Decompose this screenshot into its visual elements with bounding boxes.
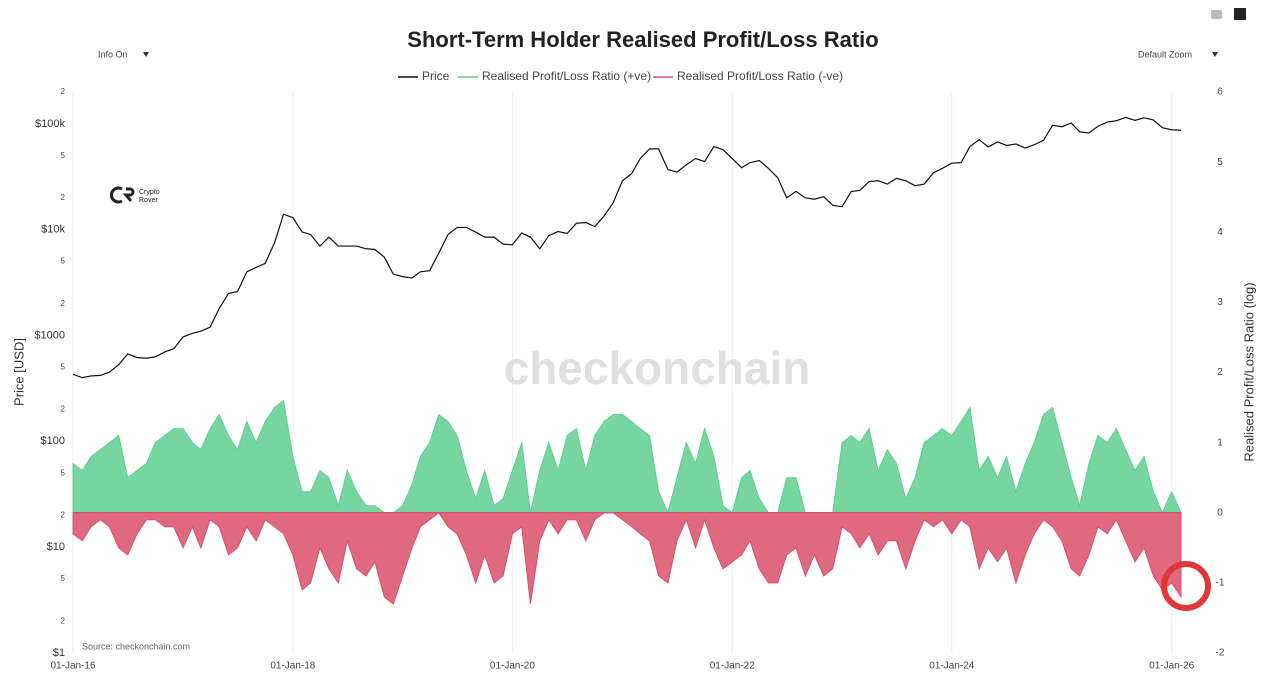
logo-text: Crypto (139, 189, 160, 196)
info-toggle[interactable] (90, 45, 156, 65)
logo-mark (109, 186, 135, 204)
y-tick-label: 2 (61, 193, 66, 202)
y-tick-label: 5 (61, 151, 66, 160)
y-tick-label: 5 (61, 257, 66, 266)
legend-label: Price (422, 69, 450, 83)
y2-tick-label: 0 (1217, 507, 1223, 518)
y-tick-label: $100 (41, 435, 65, 447)
y2-tick-label: 3 (1217, 297, 1223, 308)
dropdown-arrow (143, 52, 149, 57)
y-tick-label: $10 (47, 541, 65, 553)
legend-label: Realised Profit/Loss Ratio (+ve) (482, 69, 651, 83)
x-tick-label: 01-Jan-18 (270, 661, 315, 672)
y-tick-label: $1 (53, 647, 65, 659)
ratio-area (72, 399, 1182, 515)
y-tick-label: 2 (61, 87, 66, 96)
y2-tick-label: 2 (1217, 367, 1223, 378)
zoom-select-label[interactable]: Default Zoom (1138, 49, 1192, 59)
y-tick-label: $100k (35, 118, 65, 130)
y-tick-label: $10k (41, 224, 65, 236)
y-tick-label: 5 (61, 468, 66, 477)
dropdown-arrow (1212, 52, 1218, 57)
ratio-area (72, 512, 1182, 605)
info-toggle-label[interactable]: Info On (98, 49, 128, 59)
camera-icon[interactable] (1211, 10, 1222, 19)
chart-title: Short-Term Holder Realised Profit/Loss R… (407, 27, 878, 52)
y-tick-label: 5 (61, 574, 66, 583)
y-tick-label: 2 (61, 510, 66, 519)
x-tick-label: 01-Jan-26 (1149, 661, 1194, 672)
price-line (72, 116, 1182, 379)
y2-tick-label: 5 (1217, 157, 1223, 168)
source-note: Source: checkonchain.com (82, 641, 190, 651)
y2-tick-label: -2 (1216, 648, 1225, 659)
y2-axis-label: Realised Profit/Loss Ratio (log) (1241, 282, 1256, 461)
y2-tick-label: 1 (1217, 437, 1223, 448)
y-axis-label: Price [USD] (11, 338, 26, 406)
watermark: checkonchain (504, 342, 811, 394)
x-tick-label: 01-Jan-16 (50, 661, 95, 672)
y2-tick-label: 6 (1217, 87, 1223, 98)
legend: Price Realised Profit/Loss Ratio (+ve) Rea… (398, 69, 843, 83)
y-tick-label: 2 (61, 299, 66, 308)
y-tick-label: $1000 (34, 329, 65, 341)
x-tick-label: 01-Jan-22 (710, 661, 755, 672)
y2-tick-label: 4 (1217, 227, 1223, 238)
logo-text: Rover (139, 197, 158, 204)
x-tick-label: 01-Jan-24 (929, 661, 974, 672)
y-tick-label: 2 (61, 616, 66, 625)
y-tick-label: 2 (61, 405, 66, 414)
zoom-select[interactable] (1130, 45, 1222, 65)
y-tick-label: 5 (61, 362, 66, 371)
highlight-circle (1161, 561, 1211, 611)
y2-tick-label: -1 (1216, 578, 1225, 589)
bar-icon[interactable] (1234, 8, 1246, 20)
x-tick-label: 01-Jan-20 (490, 661, 535, 672)
legend-label: Realised Profit/Loss Ratio (-ve) (677, 69, 843, 83)
